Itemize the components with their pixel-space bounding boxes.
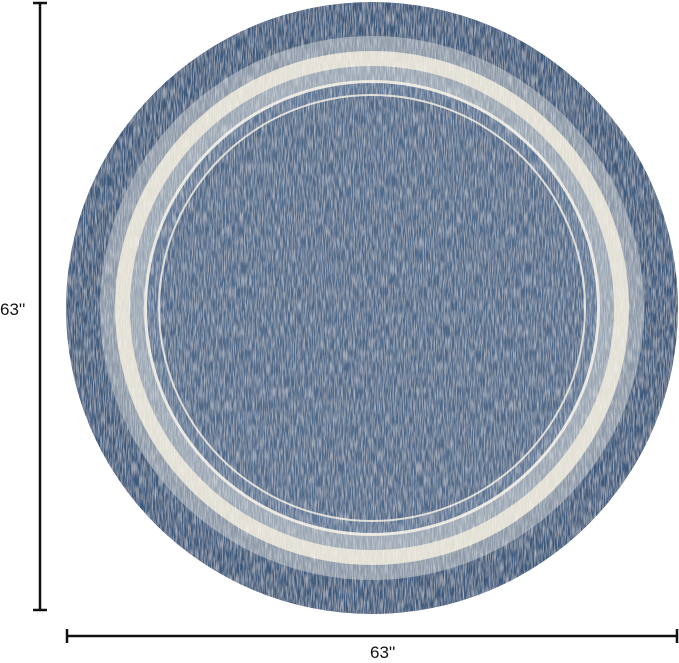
height-label: 63'' [0, 300, 26, 319]
rug [66, 2, 678, 614]
width-label: 63'' [370, 643, 396, 662]
height-dimension-line [33, 1, 47, 612]
rug-field [160, 96, 584, 520]
width-dimension-line [65, 629, 679, 643]
